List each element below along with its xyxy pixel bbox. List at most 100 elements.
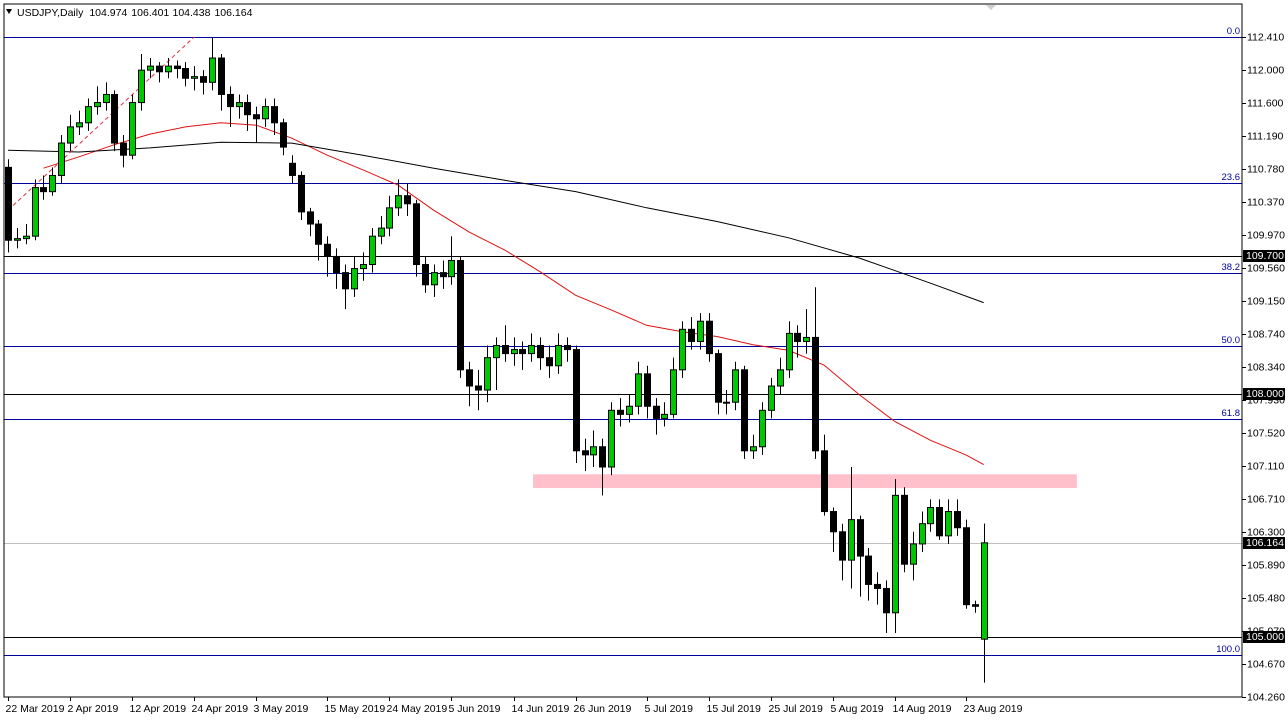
shift-marker <box>986 5 996 10</box>
candle-body-up <box>555 345 562 367</box>
candle-body-up <box>945 511 952 537</box>
candle-body-down <box>741 369 748 452</box>
x-tick-label: 15 May 2019 <box>325 703 386 715</box>
candle-body-up <box>14 238 21 241</box>
candle-body-down <box>706 320 713 355</box>
candle-body-up <box>448 259 455 278</box>
candle-body-down <box>963 527 970 606</box>
candle-body-up <box>85 106 92 124</box>
candle-body-up <box>590 446 597 456</box>
candle-body-down <box>644 373 651 407</box>
candle-body-down <box>111 93 118 144</box>
candle-body-down <box>573 349 580 452</box>
candle-body-down <box>519 349 526 355</box>
candle-body-up <box>67 126 74 144</box>
candle-body-up <box>484 357 491 391</box>
candle-body-up <box>147 65 154 71</box>
level-box <box>1243 631 1285 643</box>
y-tick-label: 111.190 <box>1247 130 1284 142</box>
x-tick-label: 2 Apr 2019 <box>68 703 119 715</box>
x-tick-label: 15 Jul 2019 <box>707 703 761 715</box>
candle-body-up <box>76 122 83 128</box>
candle-body-down <box>289 162 296 176</box>
candle-body-up <box>723 401 730 404</box>
candle-body-up <box>395 195 402 209</box>
fib-label: 100.0 <box>1216 644 1240 655</box>
x-tick-label: 26 Jun 2019 <box>574 703 632 715</box>
y-tick-label: 104.670 <box>1247 658 1285 670</box>
candle-body-down <box>174 65 181 70</box>
ohlc-close: 106.164 <box>214 7 252 19</box>
y-tick-label: 109.560 <box>1247 262 1285 274</box>
candle-body-down <box>244 102 251 116</box>
menu-arrow[interactable] <box>6 9 12 14</box>
candle-body-up <box>528 345 535 355</box>
candle-body-down <box>582 450 589 456</box>
candle-body-down <box>874 583 881 589</box>
x-tick-label: 5 Aug 2019 <box>831 703 884 715</box>
candle-body-up <box>927 506 934 525</box>
y-tick-label: 106.710 <box>1247 493 1285 505</box>
candle-body-down <box>466 369 473 387</box>
price-label: 106.164 <box>1246 537 1284 549</box>
ohlc-high: 106.401 <box>131 7 169 19</box>
y-tick-label: 112.000 <box>1247 64 1284 76</box>
x-tick-label: 25 Jul 2019 <box>769 703 823 715</box>
x-tick-label: 5 Jun 2019 <box>449 703 501 715</box>
candle-body-up <box>378 227 385 237</box>
candle-body-up <box>848 519 855 561</box>
candle-body-down <box>839 531 846 561</box>
candle-body-down <box>120 142 127 156</box>
candle-body-up <box>768 385 775 411</box>
candle-body-up <box>803 336 810 342</box>
candle-body-down <box>218 57 225 95</box>
candle-body-down <box>954 511 961 529</box>
y-tick-label: 107.110 <box>1247 460 1284 472</box>
level-label: 108.000 <box>1246 388 1284 400</box>
moving-average <box>7 141 984 304</box>
candle-body-down <box>307 211 314 225</box>
candle-body-up <box>94 102 101 108</box>
trend-line <box>7 36 195 211</box>
fib-label: 61.8 <box>1222 408 1241 419</box>
x-tick-label: 3 May 2019 <box>254 703 309 715</box>
level-label: 109.700 <box>1246 250 1284 262</box>
candle-body-down <box>156 65 163 73</box>
level-label: 105.000 <box>1246 631 1284 643</box>
candle-body-down <box>227 93 234 108</box>
candle-body-up <box>58 142 65 176</box>
y-tick-label: 109.970 <box>1247 229 1285 241</box>
candle-body-up <box>369 235 376 266</box>
candle-body-up <box>910 543 917 565</box>
candle-body-down <box>812 336 819 452</box>
x-tick-label: 5 Jul 2019 <box>645 703 694 715</box>
chart-header: USDJPY,Daily 104.974 106.401 104.438 106.164 <box>17 7 253 19</box>
x-tick-label: 24 May 2019 <box>387 703 448 715</box>
fib-label: 0.0 <box>1227 26 1240 37</box>
candle-body-up <box>697 320 704 342</box>
candle-body-down <box>688 328 695 342</box>
support-zone <box>533 474 1077 489</box>
candle-body-down <box>564 345 571 351</box>
candle-body-down <box>315 223 322 245</box>
candle-body-down <box>617 409 624 415</box>
y-tick-label: 110.370 <box>1247 196 1284 208</box>
y-tick-label: 110.780 <box>1247 163 1284 175</box>
candle-body-up <box>431 272 438 286</box>
candle-body-up <box>191 76 198 79</box>
candle-body-down <box>182 68 189 79</box>
candle-body-up <box>23 235 30 240</box>
candle-body-up <box>511 349 518 355</box>
candle-body-down <box>253 114 260 120</box>
y-tick-label: 111.600 <box>1247 97 1284 109</box>
chart-title: USDJPY,Daily <box>17 7 84 19</box>
candle-body-up <box>679 328 686 371</box>
candle-body-down <box>653 405 660 419</box>
x-tick-label: 12 Apr 2019 <box>130 703 187 715</box>
candle-body-down <box>440 272 447 278</box>
y-tick-label: 112.410 <box>1247 31 1284 43</box>
candle-body-up <box>351 268 358 290</box>
x-tick-label: 22 Mar 2019 <box>6 703 65 715</box>
candle-body-down <box>280 122 287 148</box>
candle-body-down <box>298 174 305 213</box>
